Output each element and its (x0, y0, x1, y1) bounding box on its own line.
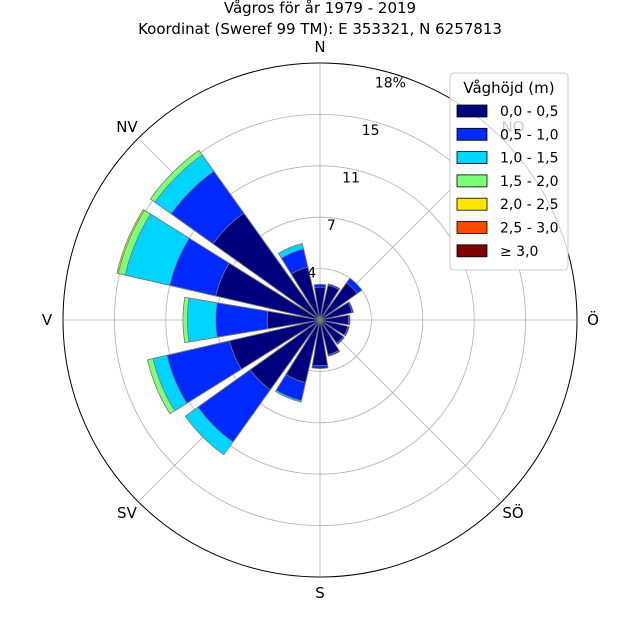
direction-label-so: SÖ (502, 503, 523, 522)
rose-bar-segment (319, 314, 349, 326)
rose-bar-segment (212, 212, 321, 321)
chart-title: Vågros för år 1979 - 2019 (224, 0, 416, 17)
direction-label-o: Ö (587, 310, 599, 329)
chart-subtitle: Koordinat (Sweref 99 TM): E 353321, N 62… (138, 20, 502, 38)
legend-label: 1,5 - 2,0 (500, 174, 558, 190)
legend-swatch (456, 244, 488, 258)
rose-bar-segment (319, 302, 353, 321)
legend-title: Våghöjd (m) (463, 79, 554, 97)
legend-label: 0,5 - 1,0 (500, 127, 558, 143)
legend-swatch (456, 174, 488, 188)
legend-box (449, 72, 569, 271)
direction-label-nv: NV (116, 118, 138, 136)
legend: Våghöjd (m) 0,0 - 0,5 0,5 - 1,0 1,0 - 1,5 1,… (449, 72, 569, 271)
radial-tick-labels: 4 7 11 15 18% (307, 76, 406, 282)
grid-spoke (319, 319, 503, 503)
rose-bar-segment (266, 310, 321, 330)
legend-label: 2,0 - 2,5 (500, 197, 558, 213)
legend-swatch (456, 197, 488, 211)
legend-swatch (456, 151, 488, 165)
direction-label-n: N (314, 38, 325, 56)
legend-label: 2,5 - 3,0 (500, 221, 558, 237)
rose-bar-segment (319, 282, 358, 321)
direction-label-v: V (42, 311, 53, 329)
radial-tick-label: 11 (342, 171, 360, 187)
direction-label-sv: SV (117, 504, 138, 522)
legend-swatch (456, 221, 488, 234)
rose-bar-segment (290, 266, 321, 321)
rose-bars (116, 149, 363, 456)
legend-label: 0,0 - 0,5 (500, 104, 558, 120)
rose-bar-segment (215, 262, 321, 321)
rose-bar-segment (249, 319, 321, 391)
direction-label-s: S (315, 584, 325, 602)
radial-tick-label: 18% (375, 76, 406, 92)
rose-bar-segment (229, 319, 321, 370)
rose-bar-segment (319, 284, 340, 321)
legend-label: ≥ 3,0 (500, 244, 538, 260)
rose-bar-segment (311, 319, 329, 367)
rose-bar-segment (314, 286, 326, 321)
rose-bar-segment (319, 319, 349, 336)
radial-tick-label: 15 (362, 123, 380, 139)
legend-swatch (456, 104, 488, 118)
radial-tick-label: 7 (327, 218, 336, 234)
rose-bar-segment (319, 319, 340, 356)
legend-swatch (456, 127, 488, 141)
legend-label: 1,0 - 1,5 (500, 151, 558, 167)
rose-bar-segment (319, 319, 344, 344)
rose-bar-segment (285, 319, 321, 384)
radial-tick-label: 4 (307, 266, 316, 282)
